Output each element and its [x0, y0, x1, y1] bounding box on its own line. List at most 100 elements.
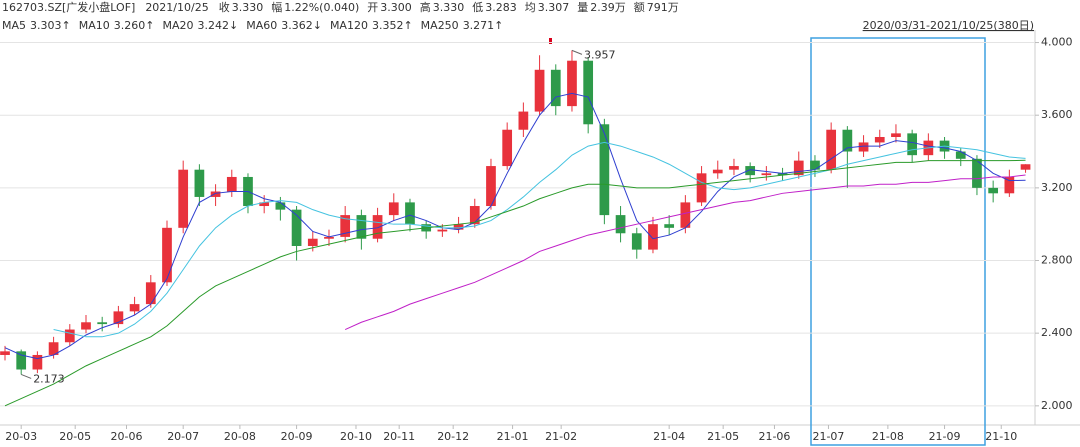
header-text: 3.330 — [433, 1, 465, 14]
candle-body — [793, 160, 804, 176]
date-range: 2020/03/31-2021/10/25(380日) — [863, 19, 1034, 32]
header-text: 3.271↑ — [463, 19, 504, 32]
header-text: 3.303↑ — [30, 19, 71, 32]
header-text: 3.260↑ — [114, 19, 155, 32]
candle-body — [972, 158, 982, 188]
candle-body — [340, 215, 351, 237]
header-text: 162703.SZ[广发小盘LOF] — [2, 0, 135, 14]
candle-body — [907, 133, 918, 156]
y-tick-label: 4.000 — [1041, 36, 1073, 49]
header-text: 收 — [219, 0, 230, 14]
candle-body — [874, 136, 885, 143]
x-tick-label: 20-11 — [383, 430, 415, 443]
x-tick-label: 21-08 — [872, 430, 904, 443]
candle-body — [437, 229, 448, 232]
candle-body — [696, 173, 707, 203]
candle-body — [648, 224, 658, 250]
header-text: 幅 — [271, 1, 282, 14]
header-text: 1.22%(0.040) — [284, 1, 359, 14]
candle-body — [583, 60, 594, 125]
header-text: 均 — [525, 1, 536, 14]
candle-body — [567, 60, 577, 107]
candle-body — [518, 111, 529, 130]
candle-body — [1004, 176, 1015, 194]
y-tick-label: 3.200 — [1041, 181, 1073, 194]
x-tick-label: 20-10 — [340, 430, 372, 443]
candle-body — [486, 166, 496, 207]
candle-body — [777, 173, 788, 176]
header-text: MA250 — [421, 19, 459, 32]
candle-body — [97, 322, 108, 325]
candle-body — [534, 69, 545, 112]
candle-body — [194, 169, 205, 197]
candle-body — [405, 202, 415, 225]
ma-line — [4, 92, 1026, 360]
header-text: 3.300 — [380, 1, 412, 14]
header-text: MA120 — [330, 19, 368, 32]
candle-body — [502, 129, 513, 167]
candle-body — [680, 202, 691, 228]
candle-body — [291, 209, 302, 246]
header-text: 低 — [472, 1, 483, 14]
candle-body — [356, 215, 367, 239]
annotation: 2.173 — [33, 372, 64, 385]
candle-body — [372, 215, 383, 239]
header-text: 3.307 — [538, 1, 570, 14]
header-text: 791万 — [647, 1, 679, 14]
x-tick-label: 21-05 — [707, 430, 739, 443]
candle-body — [988, 187, 999, 194]
x-tick-label: 21-04 — [653, 430, 685, 443]
header-text: 2.39万 — [590, 1, 626, 14]
header-text: 3.362↓ — [281, 19, 322, 32]
candle-body — [388, 202, 399, 216]
candle-body — [259, 202, 270, 207]
header-text: 开 — [367, 1, 378, 14]
candle-body — [324, 236, 334, 239]
ma-line — [53, 141, 1026, 338]
header-text: MA10 — [79, 19, 110, 32]
candle-body — [178, 169, 189, 228]
x-tick-label: 21-01 — [497, 430, 529, 443]
x-tick-label: 21-07 — [812, 430, 844, 443]
header-text: 2021/10/25 — [145, 1, 208, 14]
x-tick-label: 20-09 — [281, 430, 313, 443]
highlight-box — [810, 37, 986, 446]
candle-body — [858, 142, 869, 152]
candle-body — [891, 133, 901, 137]
candle-body — [745, 166, 756, 176]
candle-body — [113, 311, 124, 325]
candle-body — [162, 227, 172, 283]
annotation: 3.957 — [584, 48, 616, 61]
ma-line — [4, 159, 1026, 407]
candle-body — [145, 282, 156, 305]
header-text: 3.330 — [232, 1, 264, 14]
candle-body — [64, 329, 75, 343]
x-tick-label: 21-10 — [985, 430, 1017, 443]
candle-body — [761, 173, 772, 176]
candle-body — [712, 169, 723, 174]
x-tick-label: 20-08 — [224, 430, 256, 443]
candle-body — [550, 69, 561, 107]
candle-body — [599, 124, 610, 216]
candle-body — [453, 224, 464, 230]
x-tick-label: 20-05 — [59, 430, 91, 443]
x-tick-label: 20-07 — [167, 430, 199, 443]
candle-body — [16, 351, 27, 370]
marker — [549, 38, 552, 44]
y-tick-label: 3.600 — [1041, 108, 1073, 121]
candle-body — [810, 160, 820, 170]
header-text: 3.283 — [485, 1, 517, 14]
candle-body — [307, 238, 318, 246]
annotation-leader — [571, 49, 583, 55]
candle-body — [32, 354, 43, 370]
candle-body — [48, 342, 59, 355]
candle-body — [664, 224, 675, 228]
y-tick-label: 2.400 — [1041, 326, 1073, 339]
candle-body — [615, 215, 626, 234]
annotation-leader — [21, 373, 32, 379]
x-tick-label: 21-09 — [929, 430, 961, 443]
header-text: 3.242↓ — [197, 19, 238, 32]
candle-body — [226, 176, 237, 192]
header-text: 量 — [577, 1, 588, 14]
